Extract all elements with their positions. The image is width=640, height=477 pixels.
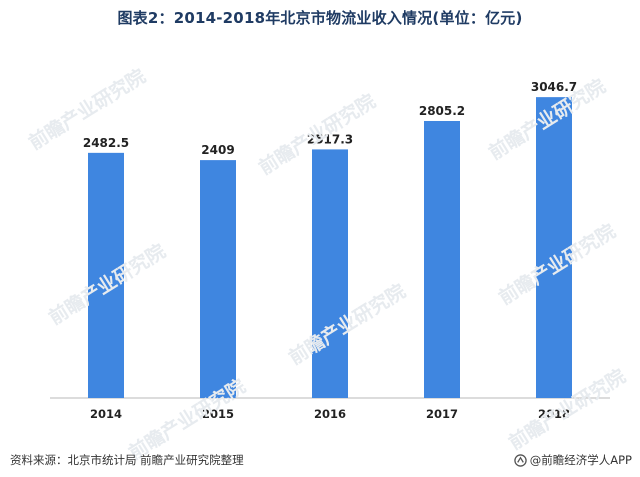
data-label-2014: 2482.5	[83, 136, 129, 150]
chart-title: 图表2：2014-2018年北京市物流业收入情况(单位：亿元)	[117, 9, 523, 27]
x-tick-label-2015: 2015	[202, 407, 234, 421]
bar-chart: 2482.5 2014 2409 2015 2517.3 2016 2805.2 2017 30…	[50, 80, 610, 421]
source-label: 资料来源：	[10, 453, 68, 467]
data-label-2015: 2409	[201, 143, 234, 157]
x-tick-label-2017: 2017	[426, 407, 458, 421]
qianzhan-logo-icon	[514, 453, 527, 467]
bar-2014	[88, 152, 124, 398]
brand-credit[interactable]: @前瞻经济学人APP	[514, 452, 632, 468]
bar-2015	[200, 160, 236, 398]
bar-2016	[312, 149, 348, 398]
x-tick-label-2014: 2014	[90, 407, 122, 421]
x-tick-label-2016: 2016	[314, 407, 346, 421]
data-label-2018: 3046.7	[531, 80, 577, 94]
source-note: 资料来源：北京市统计局 前瞻产业研究院整理	[10, 452, 244, 468]
bar-2017	[424, 120, 460, 398]
brand-text: @前瞻经济学人APP	[529, 453, 632, 467]
bar-2018	[536, 97, 572, 399]
source-text: 北京市统计局 前瞻产业研究院整理	[67, 453, 244, 467]
data-label-2016: 2517.3	[307, 132, 353, 146]
x-tick-label-2018: 2018	[538, 407, 570, 421]
data-label-2017: 2805.2	[419, 104, 465, 118]
footer: 资料来源：北京市统计局 前瞻产业研究院整理 @前瞻经济学人APP	[0, 448, 640, 470]
